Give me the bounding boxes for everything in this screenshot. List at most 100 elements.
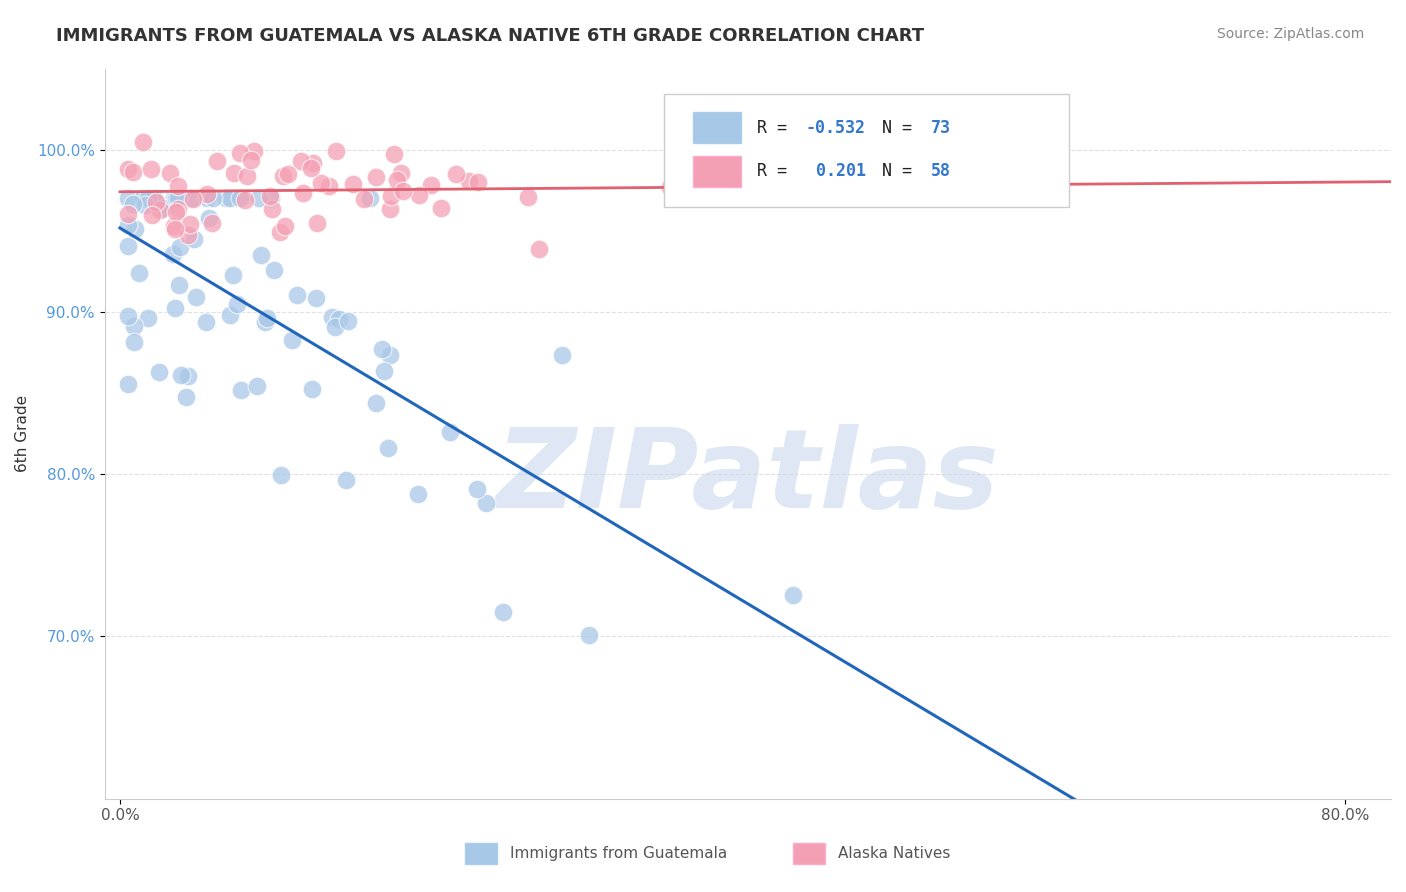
Point <box>183 232 205 246</box>
Point <box>254 315 277 329</box>
Point <box>256 310 278 325</box>
Point <box>240 153 263 168</box>
Point <box>215 191 238 205</box>
Point <box>222 268 245 283</box>
Point <box>527 243 550 257</box>
Point <box>245 378 267 392</box>
Point <box>305 291 328 305</box>
Point <box>260 202 283 216</box>
Point <box>378 348 401 362</box>
Point <box>243 145 266 159</box>
Point <box>366 395 388 409</box>
Point <box>179 217 201 231</box>
Point <box>138 311 160 326</box>
Point <box>382 147 405 161</box>
Point <box>222 166 245 180</box>
Point <box>280 333 302 347</box>
Text: N =: N = <box>862 162 922 180</box>
Point <box>323 320 346 334</box>
Point <box>335 473 357 487</box>
Point <box>165 205 187 219</box>
Point <box>360 191 382 205</box>
Point <box>201 216 224 230</box>
Point <box>124 222 146 236</box>
Point <box>377 441 399 455</box>
Point <box>170 368 193 382</box>
Point <box>134 198 156 212</box>
Point <box>364 170 387 185</box>
Point <box>274 219 297 233</box>
Point <box>122 318 145 333</box>
Point <box>307 216 329 230</box>
Text: 73: 73 <box>931 119 950 136</box>
Text: N =: N = <box>862 119 922 136</box>
Point <box>121 165 143 179</box>
Point <box>392 184 415 198</box>
Point <box>195 191 218 205</box>
Point <box>159 166 181 180</box>
Text: ZIPatlas: ZIPatlas <box>496 424 1000 531</box>
Point <box>290 153 312 168</box>
Text: 0.201: 0.201 <box>806 162 866 180</box>
Point <box>285 288 308 302</box>
Point <box>475 496 498 510</box>
Point <box>336 314 359 328</box>
Point <box>194 315 217 329</box>
Point <box>166 178 188 193</box>
Point <box>186 290 208 304</box>
Point <box>163 191 186 205</box>
Text: R =: R = <box>756 119 797 136</box>
Point <box>202 191 225 205</box>
Point <box>389 166 412 180</box>
Point <box>231 383 253 397</box>
Point <box>467 175 489 189</box>
Point <box>371 342 394 356</box>
Point <box>145 195 167 210</box>
Point <box>176 368 198 383</box>
Point <box>163 222 186 236</box>
Point <box>551 348 574 362</box>
Point <box>177 228 200 243</box>
Point <box>271 169 294 183</box>
Point <box>136 191 159 205</box>
Point <box>380 189 402 203</box>
Point <box>162 247 184 261</box>
Point <box>465 482 488 496</box>
Point <box>219 308 242 322</box>
Point <box>299 161 322 175</box>
Point <box>259 189 281 203</box>
Point <box>325 144 347 158</box>
Point <box>229 191 252 205</box>
Point <box>276 167 298 181</box>
Point <box>205 154 228 169</box>
Point <box>226 296 249 310</box>
Point <box>458 174 481 188</box>
Point <box>301 382 323 396</box>
Point <box>328 312 350 326</box>
Point <box>117 162 139 177</box>
Point <box>517 190 540 204</box>
Text: Source: ZipAtlas.com: Source: ZipAtlas.com <box>1216 27 1364 41</box>
Point <box>197 187 219 202</box>
Point <box>117 377 139 392</box>
Point <box>260 191 283 205</box>
Point <box>117 218 139 232</box>
Point <box>270 468 292 483</box>
Point <box>439 425 461 440</box>
Point <box>142 191 165 205</box>
Point <box>430 201 453 215</box>
Point <box>247 191 270 205</box>
Point <box>117 309 139 323</box>
Point <box>219 191 242 205</box>
Point <box>165 191 187 205</box>
Point <box>163 219 186 233</box>
Point <box>148 365 170 379</box>
FancyBboxPatch shape <box>693 112 741 143</box>
FancyBboxPatch shape <box>465 843 496 864</box>
Point <box>132 135 155 149</box>
Point <box>141 209 163 223</box>
Point <box>302 156 325 170</box>
Point <box>142 191 165 205</box>
Point <box>233 193 256 207</box>
Point <box>167 191 190 205</box>
